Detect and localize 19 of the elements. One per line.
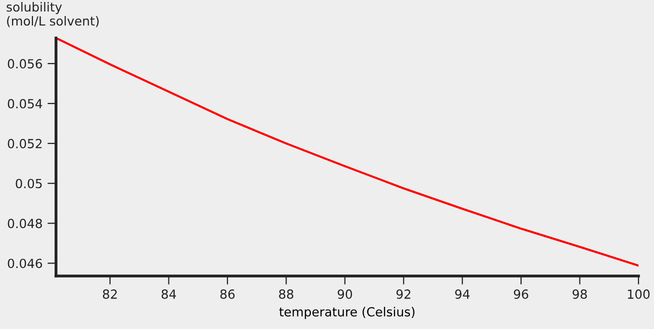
y-tick-label: 0.046: [8, 258, 42, 268]
y-tick-label: 0.054: [8, 98, 42, 108]
x-tick-label: 100: [628, 289, 650, 299]
y-tick-label: 0.048: [8, 218, 42, 228]
y-tick-label: 0.05: [16, 178, 42, 188]
y-axis-title: solubility (mol/L solvent): [6, 2, 99, 28]
line-series: [56, 38, 638, 267]
x-axis-title: temperature (Celsius): [279, 306, 414, 319]
x-tick-label: 94: [455, 289, 470, 299]
y-tick-label: 0.056: [8, 59, 42, 68]
x-tick-label: 86: [220, 289, 235, 299]
x-tick-label: 98: [572, 289, 587, 299]
x-tick-label: 92: [396, 289, 410, 299]
x-tick-label: 90: [338, 289, 352, 299]
x-tick-label: 96: [514, 289, 528, 299]
x-tick-label: 82: [102, 289, 117, 299]
x-tick-label: 88: [279, 289, 294, 299]
y-tick-label: 0.052: [8, 138, 42, 148]
x-tick-label: 84: [162, 289, 176, 299]
